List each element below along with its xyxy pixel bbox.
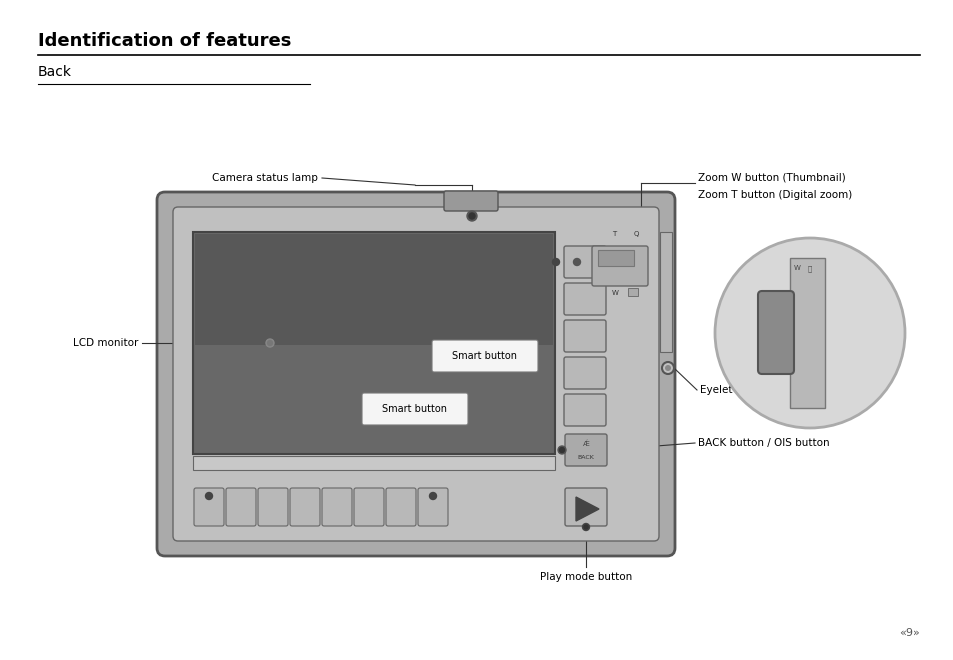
FancyBboxPatch shape (172, 207, 659, 541)
FancyBboxPatch shape (563, 394, 605, 426)
Text: Smart button: Smart button (452, 351, 517, 361)
Bar (627, 288, 638, 296)
FancyBboxPatch shape (758, 291, 793, 374)
Circle shape (469, 213, 475, 219)
Text: Q: Q (634, 231, 639, 237)
FancyBboxPatch shape (354, 488, 384, 526)
Circle shape (558, 446, 565, 454)
FancyBboxPatch shape (226, 488, 255, 526)
Circle shape (267, 341, 273, 345)
Bar (193, 232, 555, 454)
Text: Camera status lamp: Camera status lamp (212, 173, 317, 183)
FancyBboxPatch shape (322, 488, 352, 526)
Circle shape (205, 492, 213, 500)
FancyBboxPatch shape (257, 488, 288, 526)
Circle shape (552, 259, 558, 265)
Circle shape (583, 525, 587, 529)
Text: ⍂: ⍂ (807, 265, 811, 272)
Circle shape (429, 492, 436, 500)
FancyBboxPatch shape (193, 488, 224, 526)
FancyBboxPatch shape (563, 246, 605, 278)
FancyBboxPatch shape (443, 191, 497, 211)
Circle shape (573, 259, 579, 265)
Bar (659, 232, 671, 352)
FancyBboxPatch shape (432, 340, 537, 372)
Text: BACK button / OIS button: BACK button / OIS button (698, 438, 829, 448)
Text: Ǽ: Ǽ (582, 441, 589, 447)
Bar (194, 234, 553, 345)
FancyBboxPatch shape (563, 320, 605, 352)
Polygon shape (576, 497, 598, 521)
Text: Eyelet for camera strap: Eyelet for camera strap (700, 385, 822, 395)
Bar (193, 456, 555, 470)
FancyBboxPatch shape (564, 488, 606, 526)
Bar (598, 250, 634, 266)
Circle shape (266, 339, 274, 347)
Text: Smart button: Smart button (382, 404, 447, 414)
Text: W: W (793, 265, 800, 271)
FancyBboxPatch shape (563, 283, 605, 315)
Circle shape (558, 447, 564, 453)
FancyBboxPatch shape (592, 246, 647, 286)
FancyBboxPatch shape (563, 357, 605, 389)
Text: T: T (612, 231, 616, 237)
Circle shape (664, 365, 670, 371)
Text: «9»: «9» (899, 628, 919, 638)
Text: LCD monitor: LCD monitor (72, 338, 138, 348)
Circle shape (582, 523, 589, 531)
Bar (789, 258, 824, 408)
Text: Back: Back (38, 65, 71, 79)
FancyBboxPatch shape (157, 192, 675, 556)
FancyBboxPatch shape (361, 393, 468, 425)
FancyBboxPatch shape (290, 488, 319, 526)
FancyBboxPatch shape (386, 488, 416, 526)
Text: Zoom T button (Digital zoom): Zoom T button (Digital zoom) (698, 190, 851, 200)
Text: Zoom W button (Thumbnail): Zoom W button (Thumbnail) (698, 173, 845, 183)
FancyBboxPatch shape (564, 434, 606, 466)
Text: W: W (612, 290, 618, 296)
Text: Play mode button: Play mode button (539, 572, 632, 582)
Text: BACK: BACK (577, 455, 594, 460)
Circle shape (467, 211, 476, 221)
Text: Identification of features: Identification of features (38, 32, 291, 50)
FancyBboxPatch shape (417, 488, 448, 526)
Circle shape (714, 238, 904, 428)
Circle shape (661, 362, 673, 374)
